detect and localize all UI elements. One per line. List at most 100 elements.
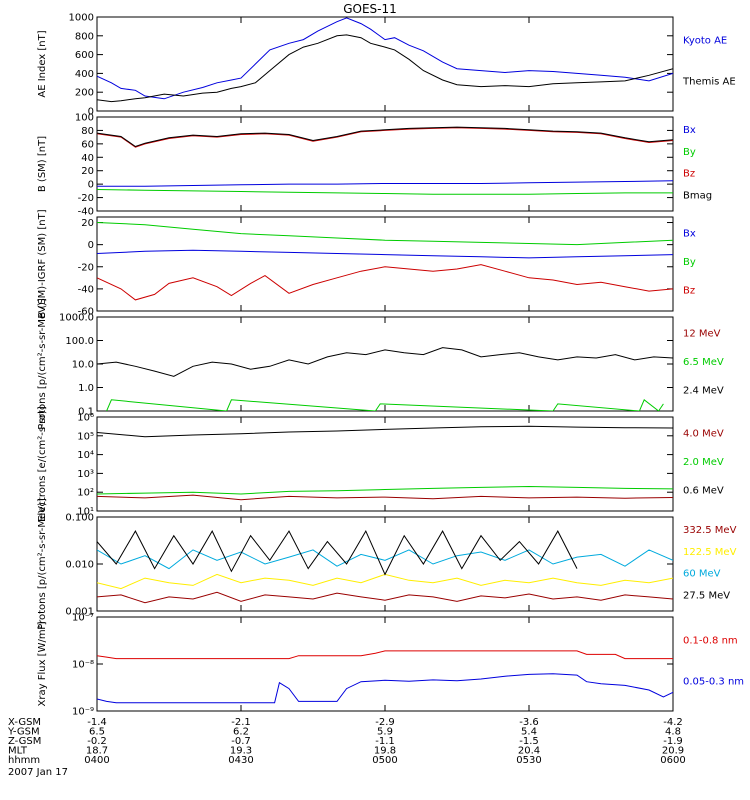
y-tick-label: 0.001	[65, 607, 94, 618]
row-value: 19.8	[374, 746, 396, 757]
row-value: -1.5	[519, 736, 539, 747]
legend-label: 0.1-0.8 nm	[683, 635, 738, 646]
y-tick-label: 10⁶	[77, 413, 94, 424]
y-tick-label: -40	[78, 207, 94, 218]
legend-label: 6.5 MeV	[683, 357, 724, 368]
row-value: -4.2	[663, 717, 683, 728]
y-tick-label: 100.0	[65, 336, 94, 347]
row-label: Z-GSM	[8, 736, 41, 747]
panel-bgrf: -60 -40 -20 0 20 B (SM)-IGRF (SM) [nT] Bx By Bz	[37, 209, 696, 318]
y-tick-label: 1000.0	[59, 313, 94, 324]
panel-frame	[96, 16, 674, 112]
series-line-bgrf-1	[97, 222, 673, 246]
series-line-xray-0	[97, 650, 673, 660]
legend-label: 12 MeV	[683, 329, 721, 340]
y-tick-label: 10¹	[77, 507, 94, 518]
legend-label: By	[683, 257, 696, 268]
series-line-ae-0	[97, 17, 673, 100]
panel-bsm: -40 -20 0 20 40 60 80 100 B (SM) [nT] Bx By Bz Bmag	[37, 113, 712, 218]
series-line-electrons-1	[97, 485, 673, 495]
series-line-protons_high-3	[97, 530, 578, 576]
panel-protons_low: 0.1 1.0 10.0 100.0 1000.0 Protons [p/(cm²-s-s…	[37, 298, 724, 430]
panel-protons_high: 0.001 0.010 0.100 Protons [p/(cm²-s-sr-MeV)…	[37, 498, 737, 630]
panel-frame	[96, 116, 674, 212]
row-value: 20.4	[518, 746, 540, 757]
series-line-bgrf-2	[97, 264, 673, 301]
row-label: Y-GSM	[7, 727, 40, 738]
row-value: -3.6	[519, 717, 539, 728]
y-tick-label: 0.100	[65, 513, 94, 524]
row-value: 0600	[660, 755, 685, 766]
row-value: 20.9	[662, 746, 684, 757]
row-value: -0.2	[87, 736, 107, 747]
legend-label: 0.6 MeV	[683, 486, 724, 497]
series-line-bsm-2	[97, 127, 673, 148]
y-tick-label: 200	[75, 88, 94, 99]
y-tick-label: -40	[78, 284, 94, 295]
legend-label: 2.0 MeV	[683, 457, 724, 468]
row-value: -1.1	[375, 736, 395, 747]
row-value: 0530	[516, 755, 541, 766]
y-tick-label: 1.0	[78, 383, 94, 394]
y-axis-label: Electrons [e/(cm²-s-sr)]	[37, 406, 48, 522]
y-tick-label: 0	[88, 240, 94, 251]
panel-ae: 0 200 400 600 800 1000 AE Index [nT] Kyoto AE Th…	[37, 13, 736, 118]
y-tick-label: 10⁻⁷	[72, 613, 94, 624]
y-tick-label: 80	[81, 126, 94, 137]
series-line-bgrf-0	[97, 249, 673, 259]
row-value: 19.3	[230, 746, 252, 757]
y-tick-label: 10⁻⁸	[72, 660, 94, 671]
y-tick-label: 100	[75, 113, 94, 124]
row-value: 0400	[84, 755, 109, 766]
row-label: MLT	[8, 746, 28, 757]
panel-frame	[96, 516, 674, 612]
panel-electrons: 10¹ 10² 10³ 10⁴ 10⁵ 10⁶ Electrons [e/(cm²-s-sr…	[37, 406, 724, 522]
legend-label: Bmag	[683, 191, 712, 202]
legend-label: 4.0 MeV	[683, 429, 724, 440]
panel-frame	[96, 216, 674, 312]
row-value: -2.9	[375, 717, 395, 728]
y-tick-label: 800	[75, 31, 94, 42]
series-line-protons_low-2	[97, 347, 673, 377]
legend-label: Bx	[683, 125, 696, 136]
series-line-ae-1	[97, 34, 673, 103]
legend-label: Themis AE	[682, 76, 736, 87]
panel-frame	[96, 616, 674, 712]
row-value: 6.5	[89, 727, 105, 738]
y-tick-label: 0	[88, 180, 94, 191]
row-value: 0500	[372, 755, 397, 766]
panel-xray: 10⁻⁹ 10⁻⁸ 10⁻⁷ Xray Flux [W/m²] 0.1-0.8 nm 0.…	[37, 613, 744, 718]
series-line-bsm-1	[97, 189, 673, 195]
legend-label: 27.5 MeV	[683, 591, 730, 602]
y-tick-label: 10³	[77, 469, 94, 480]
y-tick-label: 10⁴	[77, 450, 94, 461]
y-tick-label: 20	[81, 166, 94, 177]
legend-label: Bz	[683, 169, 695, 180]
row-value: -0.7	[231, 736, 251, 747]
y-tick-label: -20	[78, 262, 94, 273]
y-tick-label: 10⁵	[77, 431, 94, 442]
row-value: 5.4	[521, 727, 537, 738]
panel-frame	[96, 316, 674, 412]
y-axis-label: Protons [p/(cm²-s-sr-MeV)]	[37, 298, 48, 430]
legend-label: 2.4 MeV	[683, 386, 724, 397]
chart-title: GOES-11	[343, 2, 397, 16]
series-line-protons_low-1	[106, 399, 664, 411]
y-tick-label: 0.1	[78, 407, 94, 418]
row-value: 6.2	[233, 727, 249, 738]
series-line-protons_high-2	[97, 549, 673, 570]
y-tick-label: 10²	[77, 488, 94, 499]
y-axis-label: Protons [p/(cm²-s-sr-MeV)]	[37, 498, 48, 630]
y-tick-label: 1000	[69, 13, 94, 24]
y-tick-label: -20	[78, 193, 94, 204]
row-label: X-GSM	[8, 717, 41, 728]
y-tick-label: 10.0	[72, 360, 94, 371]
y-axis-label: B (SM)-IGRF (SM) [nT]	[37, 209, 48, 318]
legend-label: 332.5 MeV	[683, 525, 737, 536]
date-label: 2007 Jan 17	[8, 767, 68, 778]
series-line-bsm-3	[97, 126, 673, 148]
series-line-xray-1	[97, 673, 673, 704]
series-line-electrons-0	[97, 494, 673, 501]
legend-label: By	[683, 147, 696, 158]
